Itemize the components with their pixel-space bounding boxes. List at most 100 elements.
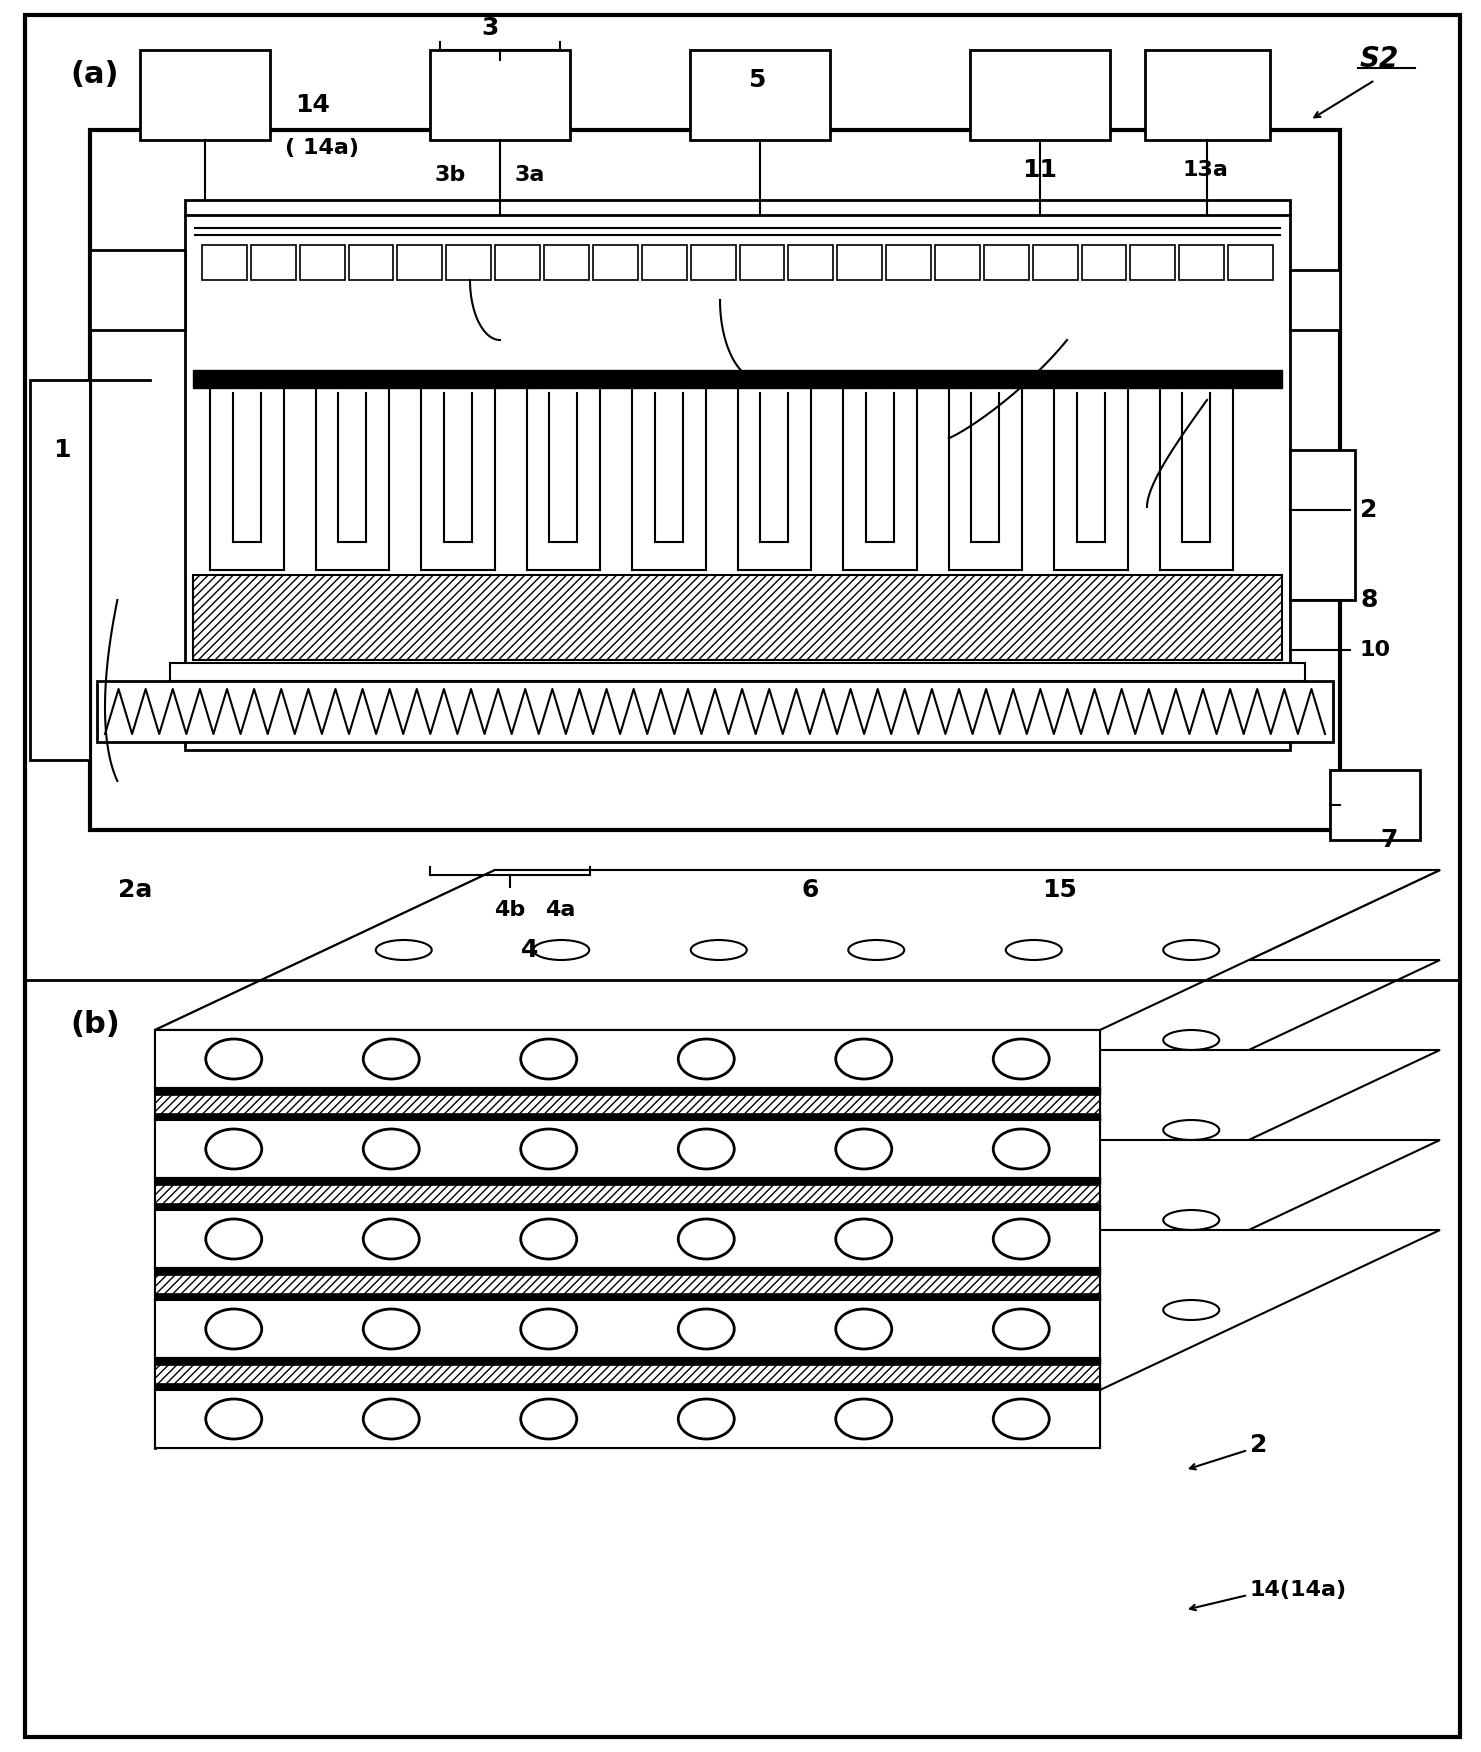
Text: 4: 4 (521, 937, 539, 962)
Bar (156, 1268, 1100, 1275)
Bar (156, 1113, 1100, 1120)
Bar (156, 1300, 1100, 1358)
Bar (193, 370, 1283, 387)
Bar (156, 1358, 1100, 1389)
Bar (837, 245, 883, 280)
Text: 2a: 2a (118, 878, 153, 902)
Bar (185, 200, 1290, 750)
Bar (156, 1030, 1100, 1088)
Bar (1228, 245, 1274, 280)
Bar (495, 245, 541, 280)
Text: 11: 11 (265, 1037, 301, 1062)
Bar (156, 1384, 1100, 1389)
Polygon shape (156, 871, 1440, 1030)
Bar (299, 245, 345, 280)
Bar (348, 245, 394, 280)
Bar (156, 1268, 1100, 1300)
Polygon shape (156, 1141, 1440, 1300)
Bar (156, 1204, 1100, 1211)
Bar (156, 1088, 1100, 1095)
Bar (592, 245, 638, 280)
Bar (1032, 245, 1078, 280)
Bar (1179, 245, 1225, 280)
Bar (983, 245, 1029, 280)
Text: 15: 15 (1043, 878, 1078, 902)
Bar (193, 575, 1283, 661)
Bar (1081, 245, 1127, 280)
Text: 2: 2 (1250, 1433, 1268, 1458)
Bar (141, 51, 270, 140)
Bar (156, 1211, 1100, 1268)
Bar (156, 1177, 1100, 1184)
Bar (788, 245, 834, 280)
Polygon shape (156, 1049, 1440, 1211)
Bar (429, 51, 570, 140)
Bar (156, 1030, 1100, 1088)
Bar (156, 1088, 1100, 1093)
Bar (156, 1358, 1100, 1389)
Bar (30, 380, 90, 760)
Text: 1: 1 (53, 438, 71, 463)
Text: 3a: 3a (515, 165, 545, 186)
Text: 7: 7 (1380, 829, 1398, 851)
Bar (156, 1211, 1100, 1268)
Bar (397, 245, 443, 280)
Bar (156, 1295, 1100, 1300)
Bar (156, 1293, 1100, 1300)
Bar (446, 245, 492, 280)
Bar (1290, 450, 1355, 599)
Text: 6: 6 (801, 878, 819, 902)
Bar (156, 1382, 1100, 1389)
Bar (970, 51, 1109, 140)
Text: 3b: 3b (434, 165, 465, 186)
Text: ( 14a): ( 14a) (284, 138, 358, 158)
Bar (156, 1177, 1100, 1184)
Text: (a): (a) (70, 60, 118, 89)
Text: 8: 8 (1360, 589, 1377, 611)
Bar (156, 1389, 1100, 1447)
Bar (156, 1120, 1100, 1177)
Polygon shape (1100, 871, 1440, 1447)
Bar (544, 245, 589, 280)
Bar (156, 1120, 1100, 1177)
Text: 4a: 4a (545, 901, 575, 920)
Text: 4: 4 (237, 1282, 255, 1307)
Bar (156, 1268, 1100, 1300)
Polygon shape (156, 871, 1440, 1030)
Bar (170, 662, 1305, 682)
Bar (96, 682, 1333, 743)
Bar (90, 251, 185, 329)
Bar (156, 1358, 1100, 1365)
Polygon shape (156, 1230, 1440, 1389)
Bar (1130, 245, 1176, 280)
Text: 5: 5 (748, 68, 766, 93)
Bar (156, 1088, 1100, 1120)
Text: (b): (b) (70, 1009, 120, 1039)
Bar (641, 245, 687, 280)
Bar (156, 1268, 1100, 1274)
Text: 10: 10 (1360, 639, 1391, 661)
Text: 13a: 13a (1182, 159, 1228, 180)
Bar (1330, 769, 1420, 839)
Text: 3: 3 (481, 16, 499, 40)
Bar (1290, 270, 1340, 329)
Bar (156, 1300, 1100, 1358)
Bar (690, 245, 736, 280)
Bar (156, 1389, 1100, 1447)
Text: 14: 14 (295, 93, 330, 117)
Bar (935, 245, 980, 280)
Text: 14(14a): 14(14a) (1250, 1580, 1348, 1600)
Polygon shape (156, 960, 1440, 1120)
Bar (690, 51, 829, 140)
Text: 2: 2 (1360, 498, 1377, 522)
Bar (156, 1177, 1100, 1211)
Bar (156, 1204, 1100, 1211)
Bar (90, 130, 1340, 830)
Bar (739, 245, 785, 280)
Bar (156, 1114, 1100, 1120)
Bar (156, 1358, 1100, 1365)
Bar (201, 245, 247, 280)
Text: 11: 11 (1022, 158, 1057, 182)
Bar (156, 1088, 1100, 1120)
Bar (886, 245, 932, 280)
